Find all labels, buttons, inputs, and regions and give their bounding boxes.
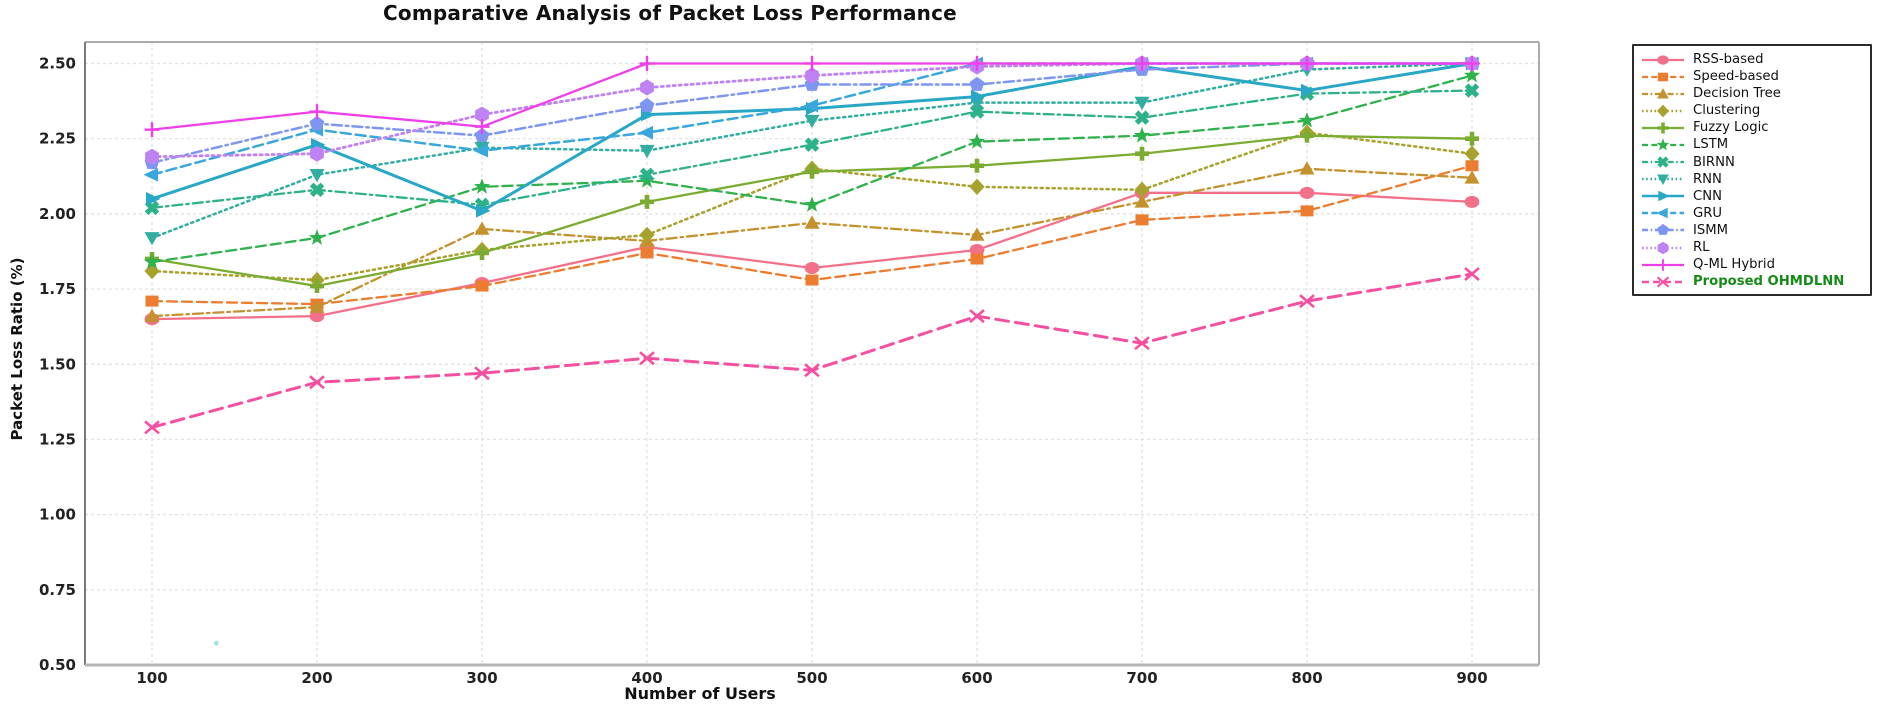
series-proposed-ohmdlnn [144,267,1480,435]
x-tick-label: 500 [796,669,827,687]
y-tick-label: 1.25 [39,430,76,448]
legend-item-speed-based: Speed-based [1640,68,1864,85]
legend-label: Fuzzy Logic [1693,120,1769,136]
x-tick-label: 800 [1291,669,1322,687]
legend-label: CNN [1693,188,1722,204]
legend-x-line-icon [1642,276,1684,288]
legend-triangle-right-icon [1642,190,1684,202]
axes-spines [84,41,1540,667]
legend-item-gru: GRU [1640,205,1864,222]
legend-star-icon [1642,138,1684,151]
tick-labels: 0.50 0.75 1.00 1.25 1.50 1.75 2.00 2.25 2.50 100 2… [39,55,1488,688]
y-tick-label: 1.00 [39,506,76,524]
legend-item-lstm: LSTM [1640,136,1864,153]
legend-item-proposed-ohmdlnn: Proposed OHMDLNN [1640,273,1864,290]
y-tick-label: 2.50 [39,55,76,73]
legend-label: Decision Tree [1693,86,1781,102]
x-tick-label: 900 [1456,669,1487,687]
legend-pentagon-icon [1642,224,1684,236]
x-tick-label: 200 [301,669,332,687]
y-tick-label: 0.50 [39,656,76,674]
stray-dot-artifact [213,640,219,646]
legend-label: RL [1693,239,1710,255]
legend-item-ismm: ISMM [1640,222,1864,239]
x-tick-label: 300 [466,669,497,687]
x-tick-label: 400 [631,669,662,687]
legend-plus-line-icon [1642,258,1684,271]
y-tick-label: 1.75 [39,280,76,298]
legend-item-birnn: BIRNN [1640,154,1864,171]
legend-label: Speed-based [1693,69,1779,85]
legend-label: BIRNN [1693,154,1735,170]
legend-triangle-up-icon [1642,87,1684,99]
legend-label: Q-ML Hybrid [1693,257,1775,273]
legend-item-rnn: RNN [1640,171,1864,188]
legend-hexagon-icon [1642,241,1684,254]
x-tick-label: 700 [1126,669,1157,687]
series-lstm [143,67,1481,269]
legend-triangle-left-icon [1642,208,1684,219]
x-tick-label: 100 [136,669,167,687]
legend-item-cnn: CNN [1640,188,1864,205]
legend-item-q-ml-hybrid: Q-ML Hybrid [1640,256,1864,273]
legend-square-icon [1642,72,1684,81]
y-tick-label: 1.50 [39,355,76,373]
legend-label: Proposed OHMDLNN [1693,274,1845,290]
y-tick-label: 2.25 [39,130,76,148]
series-q-ml-hybrid [144,56,1480,138]
legend-item-clustering: Clustering [1640,102,1864,119]
legend-plus-filled-icon [1642,122,1684,134]
chart-title: Comparative Analysis of Packet Loss Perf… [383,1,957,25]
legend-label: LSTM [1693,137,1729,153]
legend-item-decision-tree: Decision Tree [1640,85,1864,102]
legend-label: Clustering [1693,103,1761,119]
x-tick-label: 600 [961,669,992,687]
legend-item-rss-based: RSS-based [1640,51,1864,68]
y-tick-label: 2.00 [39,205,76,223]
x-axis-label: Number of Users [624,684,776,703]
legend-label: RSS-based [1693,51,1764,67]
legend: RSS-based Speed-based Decision Tree Cluster… [1632,44,1872,297]
legend-item-rl: RL [1640,239,1864,256]
series-speed-based [145,160,1479,310]
y-tick-label: 0.75 [39,581,76,599]
legend-x-filled-icon [1642,156,1684,168]
series-fuzzy-logic [145,128,1479,294]
legend-item-fuzzy-logic: Fuzzy Logic [1640,119,1864,136]
legend-label: RNN [1693,171,1722,187]
legend-diamond-icon [1642,104,1684,118]
legend-label: ISMM [1693,222,1729,238]
legend-label: GRU [1693,205,1723,221]
legend-circle-icon [1642,54,1684,65]
series-decision-tree [144,161,1480,322]
legend-triangle-down-icon [1642,174,1684,186]
